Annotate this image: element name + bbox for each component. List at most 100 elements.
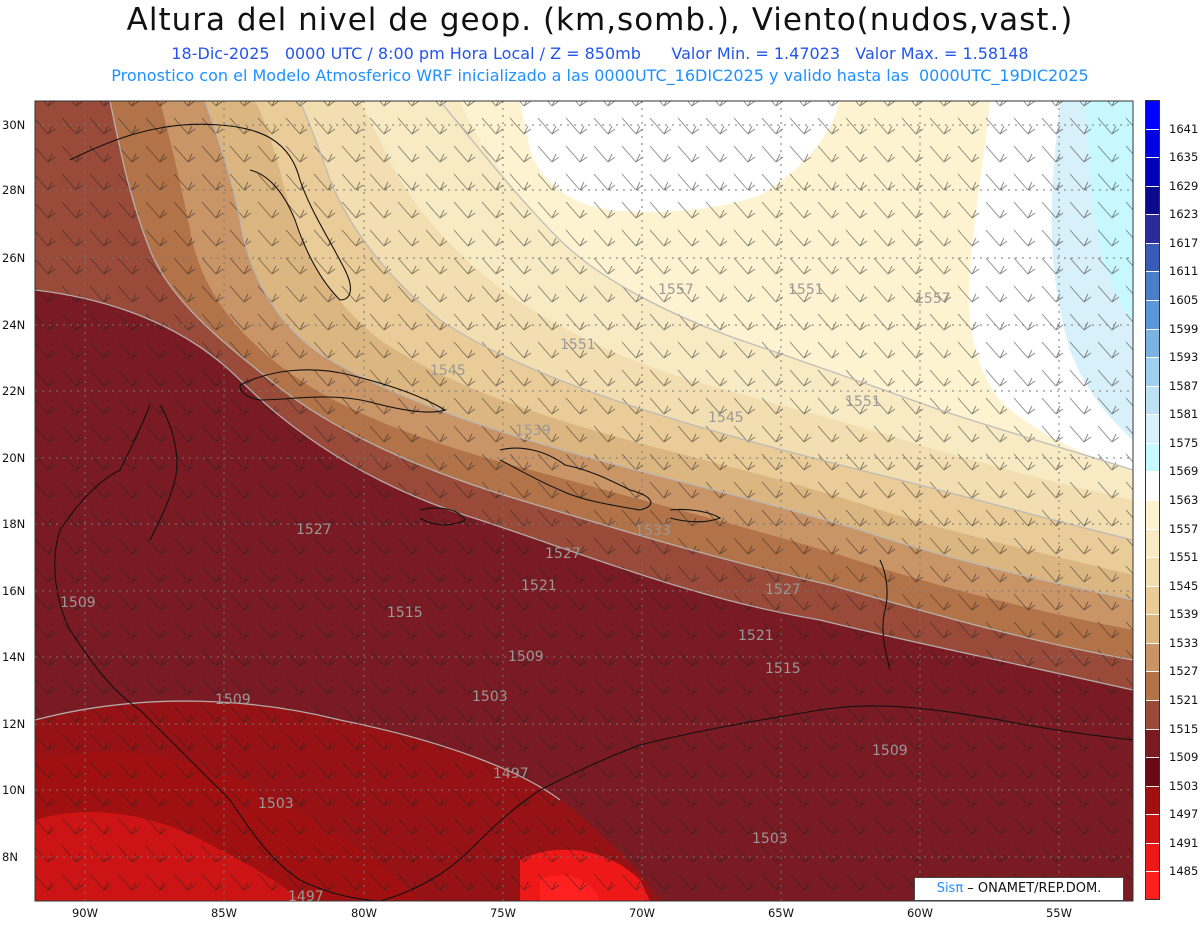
legend-swatch	[1145, 128, 1160, 158]
legend-row: 1539	[1145, 585, 1198, 621]
lat-label: 30N	[2, 118, 25, 132]
legend-swatch	[1145, 614, 1160, 643]
lat-label: 20N	[2, 451, 25, 465]
legend-row: 1527	[1145, 642, 1198, 678]
legend-row: 1599	[1145, 300, 1198, 336]
legend-row: 1575	[1145, 414, 1198, 450]
legend-swatch	[1145, 385, 1160, 415]
legend-swatch	[1145, 500, 1160, 529]
contour-label: 1557	[658, 282, 694, 298]
legend-swatch	[1145, 871, 1160, 900]
legend-label: 1575	[1169, 435, 1199, 450]
credit-org: – ONAMET/REP.DOM.	[963, 881, 1102, 896]
contour-label: 1509	[508, 649, 544, 665]
lon-label: 90W	[72, 906, 98, 920]
legend-label: 1581	[1169, 407, 1199, 422]
legend-swatch	[1145, 328, 1160, 358]
legend-swatch	[1145, 814, 1160, 843]
lat-label: 8N	[2, 850, 18, 864]
legend-label: 1503	[1169, 778, 1199, 793]
legend-swatch	[1145, 557, 1160, 586]
lat-label: 26N	[2, 251, 25, 265]
legend-label: 1641	[1169, 121, 1199, 136]
lon-label: 70W	[629, 906, 655, 920]
lat-label: 24N	[2, 318, 25, 332]
contour-label: 1515	[765, 661, 801, 677]
contour-label: 1527	[765, 582, 801, 598]
contour-label: 1527	[545, 546, 581, 562]
legend-swatch	[1145, 157, 1160, 186]
contour-label: 1497	[288, 889, 324, 905]
lon-label: 85W	[211, 906, 237, 920]
legend-label: 1509	[1169, 750, 1199, 765]
legend-swatch	[1145, 242, 1160, 272]
legend-swatch	[1145, 185, 1160, 215]
shaded-field	[35, 101, 1133, 901]
credit-brand: Sisπ	[936, 881, 964, 896]
legend-row: 1491	[1145, 814, 1198, 850]
legend-row: 1617	[1145, 214, 1198, 250]
legend-label: 1605	[1169, 292, 1199, 307]
legend-swatch	[1145, 214, 1160, 243]
contour-label: 1509	[872, 743, 908, 759]
legend-label: 1539	[1169, 607, 1199, 622]
contour-label: 1509	[215, 692, 251, 708]
legend-label: 1527	[1169, 664, 1199, 679]
legend-label: 1599	[1169, 321, 1199, 336]
contour-label: 1533	[635, 523, 671, 539]
legend-label: 1521	[1169, 692, 1199, 707]
legend-row: 1485	[1145, 842, 1198, 878]
contour-label: 1497	[493, 766, 529, 782]
contour-label: 1527	[296, 522, 332, 538]
legend-row: 1557	[1145, 500, 1198, 536]
contour-label: 1509	[60, 595, 96, 611]
lon-labels: 90W 85W 80W 75W 70W 65W 60W 55W	[72, 906, 1072, 920]
legend-label: 1617	[1169, 235, 1199, 250]
legend-row: 1563	[1145, 471, 1198, 507]
contour-label: 1503	[752, 831, 788, 847]
legend-label: 1491	[1169, 835, 1199, 850]
lat-label: 22N	[2, 384, 25, 398]
contour-label: 1545	[708, 410, 744, 426]
legend-swatch	[1145, 842, 1160, 872]
legend-swatch	[1145, 528, 1160, 558]
contour-label: 1521	[738, 628, 774, 644]
legend-row: 1629	[1145, 157, 1198, 193]
legend-swatch	[1145, 300, 1160, 329]
legend-label: 1497	[1169, 807, 1199, 822]
lat-label: 12N	[2, 717, 25, 731]
legend-swatch	[1145, 585, 1160, 615]
legend-row: 1635	[1145, 128, 1198, 164]
contour-label: 1551	[845, 394, 881, 410]
legend-label: 1515	[1169, 721, 1199, 736]
lat-label: 14N	[2, 650, 25, 664]
contour-label: 1551	[560, 337, 596, 353]
legend-row	[1145, 871, 1195, 900]
legend-label: 1629	[1169, 178, 1199, 193]
model-info-line: Pronostico con el Modelo Atmosferico WRF…	[111, 66, 1089, 85]
lat-label: 10N	[2, 783, 25, 797]
contour-label: 1503	[472, 689, 508, 705]
contour-label: 1551	[788, 282, 824, 298]
legend-row: 1569	[1145, 442, 1198, 478]
lat-labels: 30N 28N 26N 24N 22N 20N 18N 16N 14N 12N …	[2, 118, 25, 864]
legend-swatch	[1145, 471, 1160, 500]
legend-frame	[1145, 100, 1160, 900]
legend-row: 1545	[1145, 557, 1198, 593]
lon-label: 80W	[351, 906, 377, 920]
legend-row: 1515	[1145, 700, 1198, 736]
legend-label: 1593	[1169, 350, 1199, 365]
legend-swatch	[1145, 671, 1160, 700]
legend-label: 1533	[1169, 635, 1199, 650]
legend-row: 1533	[1145, 614, 1198, 650]
contour-label: 1521	[521, 578, 557, 594]
coastlines	[54, 123, 1133, 901]
legend-label: 1557	[1169, 521, 1199, 536]
legend-row: 1509	[1145, 728, 1198, 764]
legend-row: 1587	[1145, 357, 1198, 393]
legend-row: 1623	[1145, 185, 1198, 221]
legend-row: 1497	[1145, 785, 1198, 821]
legend-swatch	[1145, 757, 1160, 786]
lon-label: 65W	[768, 906, 794, 920]
